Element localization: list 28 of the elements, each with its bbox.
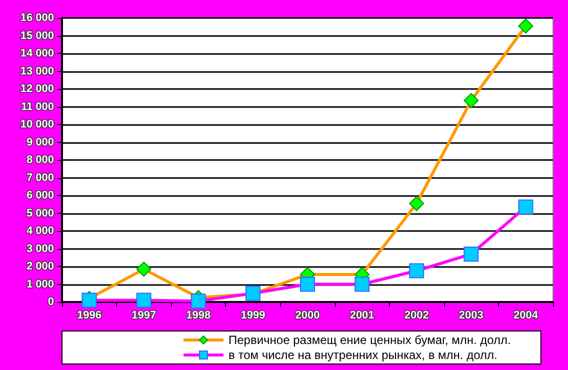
y-tick-label: 12 000 xyxy=(20,83,54,95)
y-tick-label: 13 000 xyxy=(20,65,54,78)
x-tick-label: 1999 xyxy=(240,310,266,322)
x-tick-label: 2003 xyxy=(458,310,484,322)
y-tick-label: 7 000 xyxy=(26,172,54,184)
x-tick-label: 2004 xyxy=(513,310,539,322)
y-tick-label: 0 xyxy=(48,296,54,308)
x-tick-label: 1996 xyxy=(77,310,102,322)
y-tick-label: 16 000 xyxy=(20,12,54,24)
y-tick-label: 8 000 xyxy=(26,154,54,166)
x-tick-label: 2002 xyxy=(404,310,429,322)
x-tick-label: 1997 xyxy=(132,310,156,322)
legend-label: в том числе на внутренних рынках, в млн. долл. xyxy=(228,348,498,362)
y-tick-label: 3 000 xyxy=(26,242,54,255)
y-tick-label: 10 000 xyxy=(20,118,54,130)
y-tick-label: 1 000 xyxy=(26,278,54,290)
y-tick-label: 14 000 xyxy=(20,48,54,60)
legend-label: Первичное размещ ение ценных бумаг, млн. долл. xyxy=(228,333,511,347)
y-tick-label: 11 000 xyxy=(20,100,54,113)
y-tick-label: 9 000 xyxy=(26,136,54,148)
x-tick-label: 1998 xyxy=(186,310,211,322)
y-tick-label: 6 000 xyxy=(26,190,54,202)
y-tick-label: 5 000 xyxy=(26,207,54,220)
x-tick-label: 2001 xyxy=(350,310,374,322)
x-tick-label: 2000 xyxy=(295,310,320,322)
y-tick-label: 4 000 xyxy=(26,225,54,237)
y-tick-label: 15 000 xyxy=(20,30,54,42)
y-tick-label: 2 000 xyxy=(26,260,54,272)
